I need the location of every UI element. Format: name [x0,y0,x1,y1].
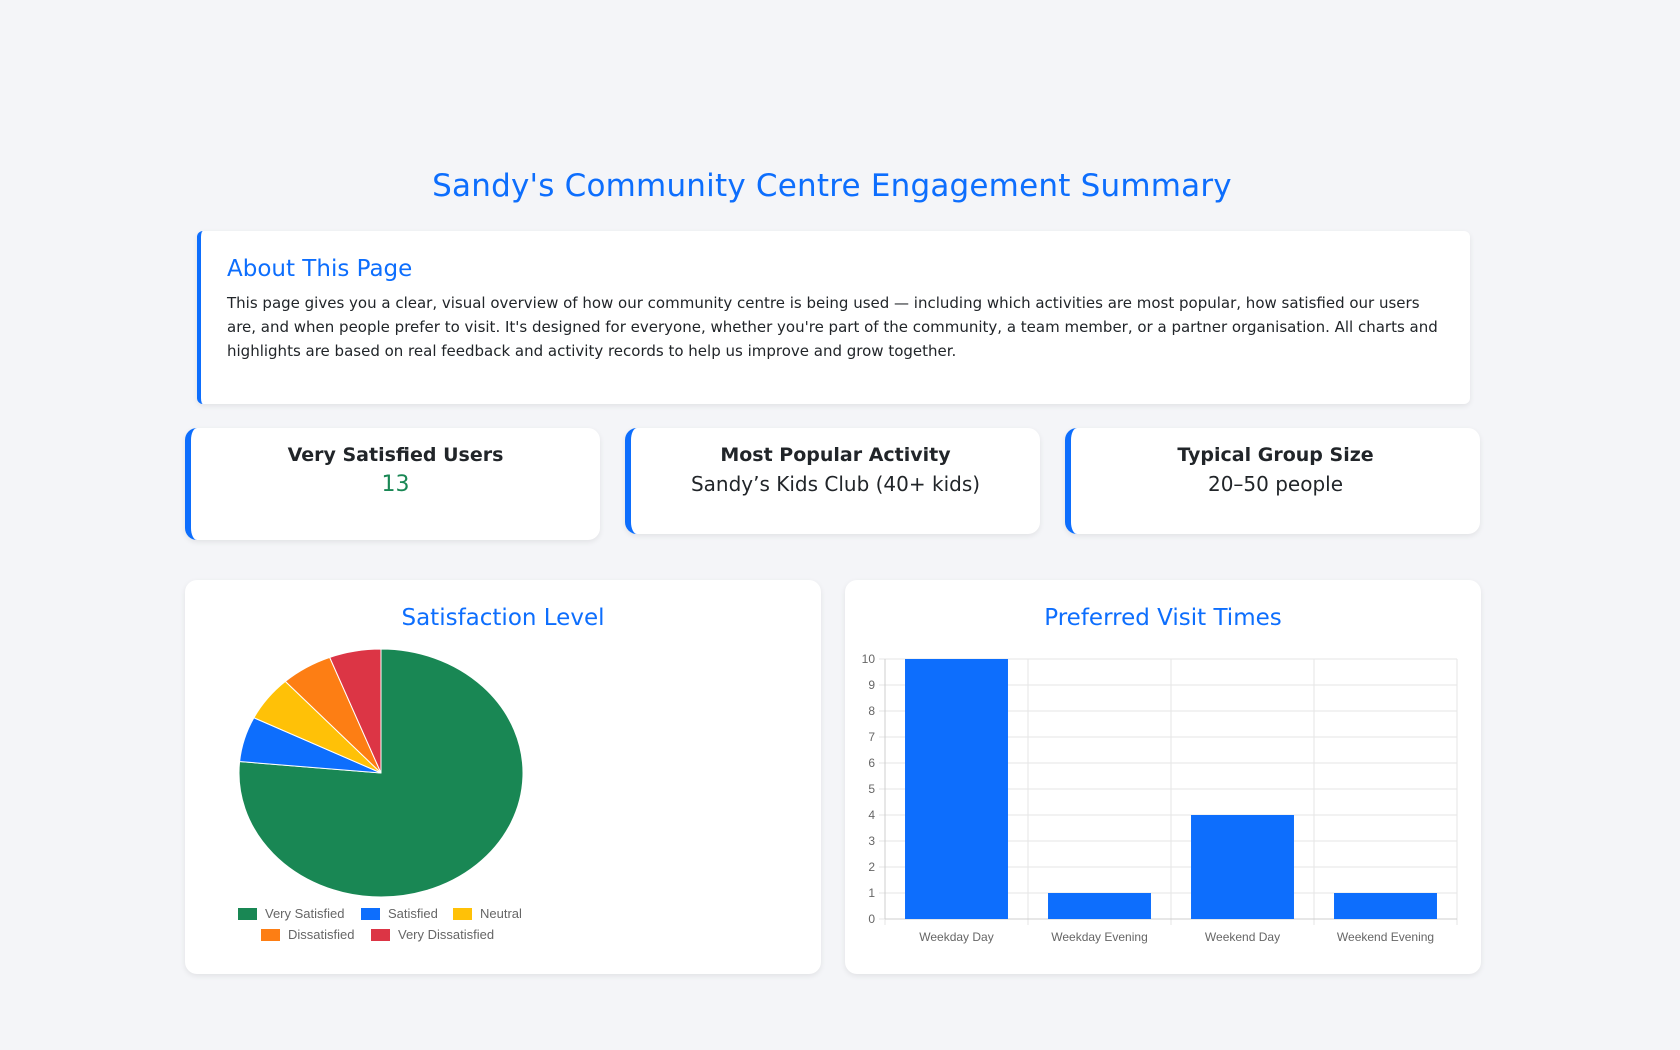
bar-weekend-evening[interactable] [1334,893,1437,919]
legend-label-dissatisfied[interactable]: Dissatisfied [288,927,354,942]
legend-label-neutral[interactable]: Neutral [480,906,522,921]
x-tick-label: Weekend Evening [1337,930,1434,944]
stat-card-popular-activity: Most Popular Activity Sandy’s Kids Club … [625,428,1040,534]
y-tick-label: 2 [868,860,875,874]
legend-swatch-satisfied [361,908,380,920]
stat-label: Most Popular Activity [720,444,951,466]
pie-slice-very-satisfied[interactable] [238,648,524,898]
pie-slice-very-dissatisfied[interactable] [329,648,382,774]
visit-times-bar-chart: 0 1 2 3 4 5 6 7 8 9 10 Weekday Day Weekday Evening We… [862,652,1458,944]
bar-weekday-day[interactable] [905,659,1008,919]
stat-label: Typical Group Size [1177,444,1374,466]
legend-swatch-dissatisfied [261,929,280,941]
y-tick-label: 7 [868,730,875,744]
bar-weekend-day[interactable] [1191,815,1294,919]
satisfaction-chart-card: Satisfaction Level Very Satisfied Satisfi… [185,580,821,974]
bar-weekday-evening[interactable] [1048,893,1151,919]
legend-label-very-dissatisfied[interactable]: Very Dissatisfied [398,927,494,942]
stat-value: 20–50 people [1207,472,1344,496]
x-tick-label: Weekday Evening [1051,930,1148,944]
y-tick-label: 3 [868,834,875,848]
x-tick-label: Weekday Day [919,930,993,944]
about-card: About This Page This page gives you a cl… [197,231,1470,404]
x-tick-label: Weekend Day [1205,930,1280,944]
stat-value: Sandy’s Kids Club (40+ kids) [690,472,981,496]
legend-label-very-satisfied[interactable]: Very Satisfied [265,906,345,921]
legend-swatch-very-satisfied [238,908,257,920]
y-tick-label: 4 [868,808,875,822]
y-tick-label: 9 [868,678,875,692]
legend-label-satisfied[interactable]: Satisfied [388,906,438,921]
y-tick-label: 6 [868,756,875,770]
about-title: About This Page [227,256,413,282]
chart-title: Preferred Visit Times [1044,605,1282,631]
stat-label: Very Satisfied Users [287,444,504,466]
stat-value: 13 [381,472,410,497]
stat-card-group-size: Typical Group Size 20–50 people [1065,428,1480,534]
y-tick-label: 1 [868,886,875,900]
about-text: This page gives you a clear, visual over… [227,294,1438,360]
y-tick-label: 10 [862,652,876,666]
y-tick-label: 5 [868,782,875,796]
y-tick-label: 0 [868,912,875,926]
legend-swatch-neutral [453,908,472,920]
chart-title: Satisfaction Level [401,605,605,631]
stat-card-very-satisfied: Very Satisfied Users 13 [185,428,600,540]
satisfaction-pie-chart: Very Satisfied Satisfied Neutral Dissatisfi… [238,648,524,942]
visit-times-chart-card: Preferred Visit Times 0 1 2 3 4 5 6 7 8 9 10 Weekda… [845,580,1481,974]
legend-swatch-very-dissatisfied [371,929,390,941]
page-title: Sandy's Community Centre Engagement Summ… [432,168,1232,204]
y-tick-label: 8 [868,704,875,718]
